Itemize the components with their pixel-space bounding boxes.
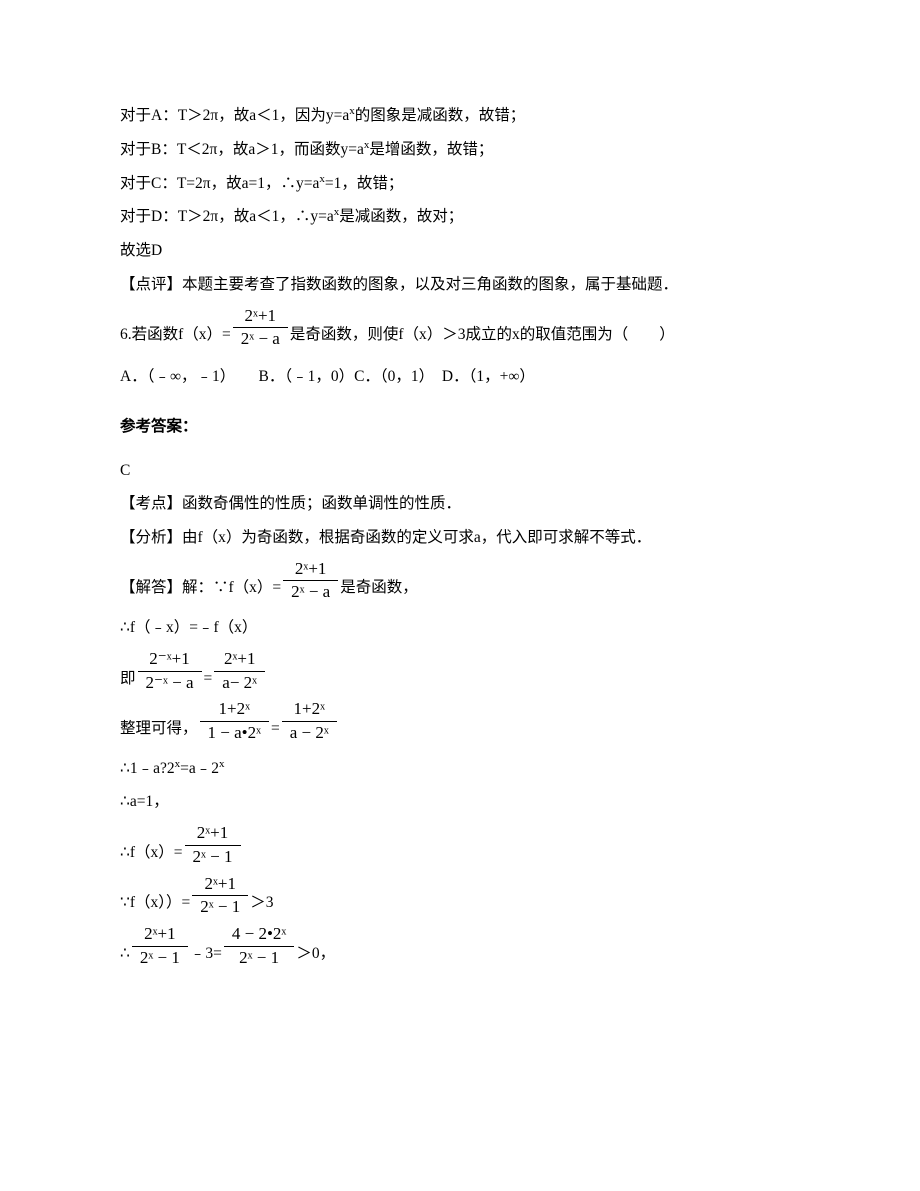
step-1: ∴f（﹣x）=﹣f（x） <box>120 612 800 644</box>
numerator: 2ˣ+1 <box>283 560 338 582</box>
text: 的图象是减函数，故错； <box>355 107 526 124</box>
denominator: 2ˣ − 1 <box>185 846 241 867</box>
text: C <box>120 462 130 479</box>
text: 【考点】函数奇偶性的性质；函数单调性的性质． <box>120 495 461 512</box>
comment-line: 【点评】本题主要考查了指数函数的图象，以及对三角函数的图象，属于基础题． <box>120 269 800 301</box>
numerator: 1+2ˣ <box>200 700 270 722</box>
denominator: 2ˣ − 1 <box>132 947 188 968</box>
text: ∴f（x）= <box>120 837 183 869</box>
solution-line-a: 对于A：T＞2π，故a＜1，因为y=ax的图象是减函数，故错； <box>120 100 800 132</box>
text: 对于B：T＜2π，故a＞1，而函数y=a <box>120 141 364 158</box>
jiedai-line: 【解答】解：∵f（x）= 2ˣ+1 2ˣ − a 是奇函数， <box>120 562 800 604</box>
denominator: 1 − a•2ˣ <box>200 722 270 743</box>
text: 是增函数，故错； <box>369 141 493 158</box>
solution-line-b: 对于B：T＜2π，故a＞1，而函数y=ax是增函数，故错； <box>120 134 800 166</box>
text: 对于C：T=2π，故a=1，∴y=a <box>120 175 319 192</box>
fraction: 2⁻ˣ+1 2⁻ˣ − a <box>138 650 202 692</box>
conclusion-line: 故选D <box>120 235 800 267</box>
text: =1，故错； <box>325 175 404 192</box>
fraction: 2ˣ+1 2ˣ − 1 <box>185 824 241 866</box>
step-3: 整理可得， 1+2ˣ 1 − a•2ˣ = 1+2ˣ a − 2ˣ <box>120 702 800 744</box>
step-5: ∴a=1， <box>120 786 800 818</box>
numerator: 2ˣ+1 <box>233 307 288 329</box>
problem-number: 6. <box>120 319 132 351</box>
step-2: 即 2⁻ˣ+1 2⁻ˣ − a = 2ˣ+1 a− 2ˣ <box>120 652 800 694</box>
step-7: ∵f（x））= 2ˣ+1 2ˣ − 1 ＞3 <box>120 877 800 919</box>
denominator: a− 2ˣ <box>214 672 265 693</box>
numerator: 4 − 2•2ˣ <box>224 925 294 947</box>
superscript: x <box>219 758 225 770</box>
text: 即 <box>120 663 136 695</box>
answer-options: A．（﹣∞，﹣1） B．（﹣1，0）C．（0，1） D．（1，+∞） <box>120 361 800 393</box>
text: ∴ <box>120 938 130 970</box>
text: 参考答案： <box>120 418 198 435</box>
numerator: 2ˣ+1 <box>132 925 188 947</box>
text: 对于A：T＞2π，故a＜1，因为y=a <box>120 107 349 124</box>
step-4: ∴1﹣a?2x=a﹣2x <box>120 753 800 785</box>
solution-line-d: 对于D：T＞2π，故a＜1，∴y=ax是减函数，故对； <box>120 201 800 233</box>
denominator: 2ˣ − 1 <box>224 947 294 968</box>
numerator: 1+2ˣ <box>282 700 337 722</box>
text: =a﹣2 <box>180 760 219 777</box>
text: 故选D <box>120 242 162 259</box>
denominator: a − 2ˣ <box>282 722 337 743</box>
numerator: 2⁻ˣ+1 <box>138 650 202 672</box>
step-8: ∴ 2ˣ+1 2ˣ − 1 ﹣3= 4 − 2•2ˣ 2ˣ − 1 ＞0， <box>120 927 800 969</box>
answer-letter: C <box>120 455 800 487</box>
text: 是减函数，故对； <box>339 208 463 225</box>
text: ∵f（x））= <box>120 887 190 919</box>
text: A．（﹣∞，﹣1） B．（﹣1，0）C．（0，1） D．（1，+∞） <box>120 368 535 385</box>
text: 【点评】本题主要考查了指数函数的图象，以及对三角函数的图象，属于基础题． <box>120 276 678 293</box>
fraction: 1+2ˣ 1 − a•2ˣ <box>200 700 270 742</box>
denominator: 2ˣ − a <box>233 328 288 349</box>
text: 是奇函数， <box>340 572 418 604</box>
denominator: 2ˣ − a <box>283 581 338 602</box>
fraction: 2ˣ+1 2ˣ − a <box>233 307 288 349</box>
equals: = <box>204 663 213 695</box>
text: ∴f（﹣x）=﹣f（x） <box>120 619 257 636</box>
text: 是奇函数，则使f（x）＞3成立的x的取值范围为（ ） <box>290 319 675 351</box>
solution-line-c: 对于C：T=2π，故a=1，∴y=ax=1，故错； <box>120 168 800 200</box>
numerator: 2ˣ+1 <box>214 650 265 672</box>
fraction: 2ˣ+1 2ˣ − 1 <box>132 925 188 967</box>
step-6: ∴f（x）= 2ˣ+1 2ˣ − 1 <box>120 826 800 868</box>
denominator: 2ˣ − 1 <box>192 896 248 917</box>
numerator: 2ˣ+1 <box>185 824 241 846</box>
text: ∴1﹣a?2 <box>120 760 175 777</box>
text: ＞3 <box>250 887 273 919</box>
answer-heading: 参考答案： <box>120 411 800 443</box>
fenxi-line: 【分析】由f（x）为奇函数，根据奇函数的定义可求a，代入即可求解不等式． <box>120 522 800 554</box>
text: 对于D：T＞2π，故a＜1，∴y=a <box>120 208 334 225</box>
fraction: 4 − 2•2ˣ 2ˣ − 1 <box>224 925 294 967</box>
equals: = <box>271 713 280 745</box>
text: 若函数f（x）= <box>132 319 231 351</box>
denominator: 2⁻ˣ − a <box>138 672 202 693</box>
fraction: 2ˣ+1 2ˣ − 1 <box>192 875 248 917</box>
numerator: 2ˣ+1 <box>192 875 248 897</box>
text: 【解答】解：∵f（x）= <box>120 572 281 604</box>
kaodian-line: 【考点】函数奇偶性的性质；函数单调性的性质． <box>120 488 800 520</box>
fraction: 1+2ˣ a − 2ˣ <box>282 700 337 742</box>
text: 整理可得， <box>120 713 198 745</box>
fraction: 2ˣ+1 2ˣ − a <box>283 560 338 602</box>
text: ﹣3= <box>190 938 222 970</box>
fraction: 2ˣ+1 a− 2ˣ <box>214 650 265 692</box>
text: ＞0， <box>296 938 335 970</box>
problem-6-statement: 6. 若函数f（x）= 2ˣ+1 2ˣ − a 是奇函数，则使f（x）＞3成立的… <box>120 309 800 351</box>
text: ∴a=1， <box>120 793 169 810</box>
text: 【分析】由f（x）为奇函数，根据奇函数的定义可求a，代入即可求解不等式． <box>120 529 651 546</box>
